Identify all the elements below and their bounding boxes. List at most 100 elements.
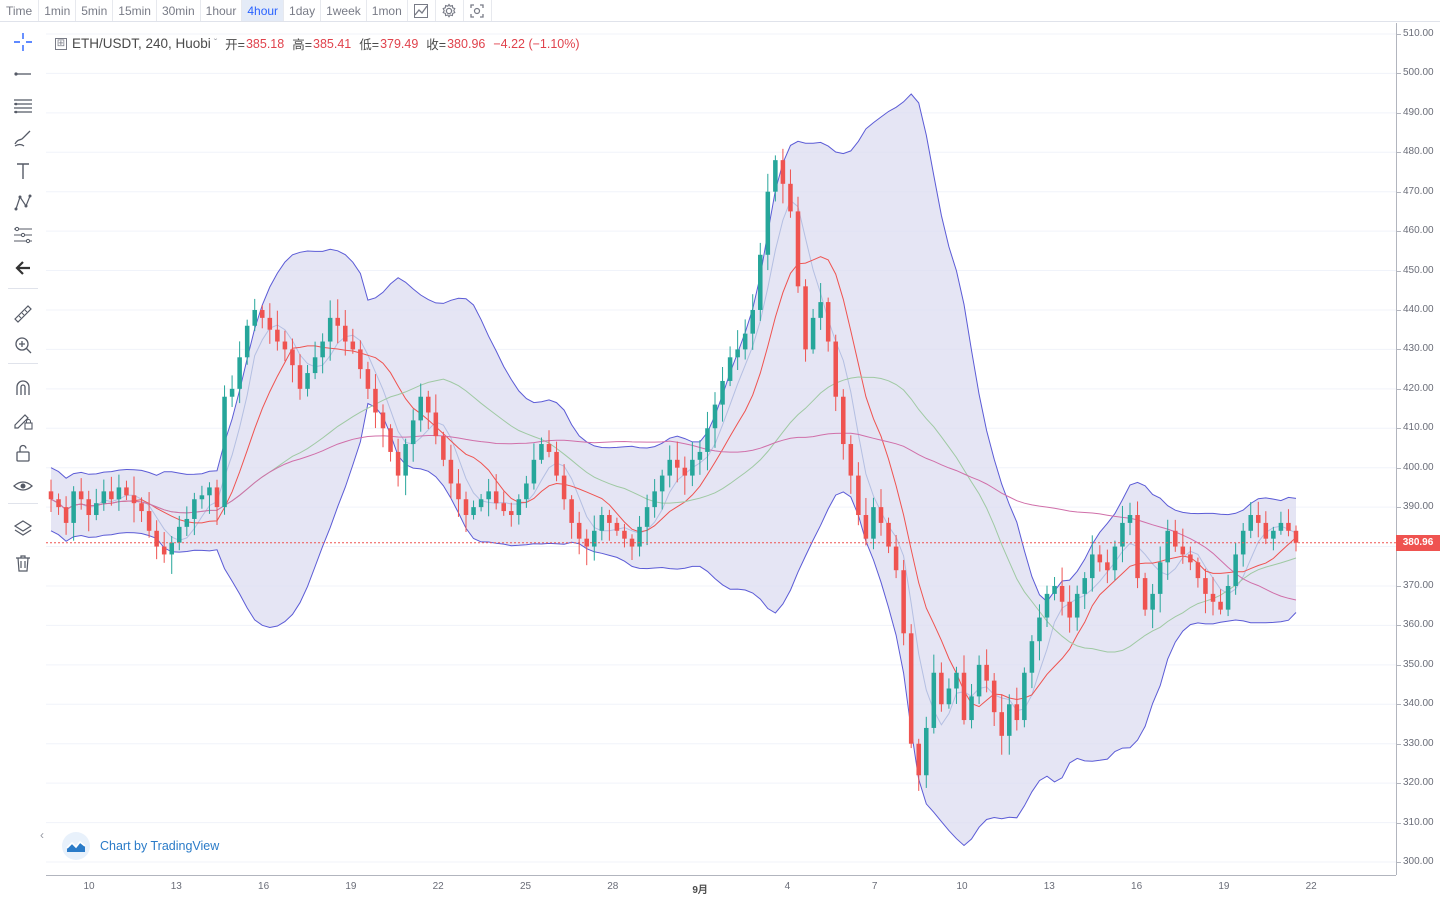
candle-down (1059, 567, 1065, 616)
candle-body (924, 727, 929, 776)
unlock-icon[interactable] (9, 439, 37, 467)
settings-icon[interactable] (436, 0, 464, 21)
candle-body (1188, 554, 1193, 563)
price-tick (1397, 112, 1401, 114)
candle-up (976, 655, 982, 704)
candle-body (1203, 578, 1208, 594)
layers-icon[interactable] (9, 515, 37, 543)
candle-body (1248, 515, 1253, 531)
expand-legend-icon[interactable]: ⊞ (55, 37, 67, 50)
candle-down (426, 390, 431, 429)
candle-up (1127, 502, 1133, 536)
candle-body (848, 444, 854, 476)
candle-down (448, 444, 454, 499)
magnet-icon[interactable] (9, 374, 37, 402)
candle-body (146, 511, 152, 531)
candle-body (712, 404, 718, 429)
interval-1mon[interactable]: 1mon (367, 0, 408, 21)
candle-body (312, 357, 318, 374)
bollinger-lower-line (50, 402, 1297, 847)
candle-body (124, 487, 129, 496)
price-tick (1397, 349, 1401, 351)
tradingview-watermark[interactable]: Chart by TradingView (62, 832, 219, 860)
brush-icon[interactable] (9, 124, 37, 152)
horizontal-lines-icon[interactable] (9, 92, 37, 120)
candle-down (614, 517, 620, 536)
symbol-dropdown-icon[interactable]: ˇ (213, 38, 218, 49)
crosshair-icon[interactable] (9, 28, 37, 56)
candle-up (539, 437, 544, 464)
interval-5min[interactable]: 5min (76, 0, 114, 21)
indicators-icon[interactable] (408, 0, 436, 21)
candle-up (418, 383, 423, 432)
candle-body (1112, 546, 1118, 571)
trash-icon[interactable] (9, 549, 37, 577)
candle-down (622, 523, 627, 548)
price-axis[interactable]: 510.00 500.00 490.00 480.00 470.00 460.00 450.… (1396, 23, 1440, 875)
candlestick-chart-svg[interactable] (46, 23, 1396, 875)
candle-body (335, 317, 340, 326)
screenshot-icon[interactable] (464, 0, 492, 21)
candle-body (131, 495, 137, 504)
zoom-in-icon[interactable] (9, 331, 37, 359)
symbol-label[interactable]: ETH/USDT, 240, Huobi (72, 36, 211, 51)
candle-body (1218, 601, 1223, 610)
candle-down (1173, 519, 1178, 552)
candle-body (856, 475, 861, 516)
eye-icon[interactable] (9, 472, 37, 500)
candle-body (697, 451, 703, 460)
interval-30min[interactable]: 30min (157, 0, 201, 21)
back-arrow-icon[interactable] (9, 254, 37, 282)
candle-body (1263, 522, 1269, 539)
interval-1hour[interactable]: 1hour (201, 0, 243, 21)
price-tick (1397, 743, 1401, 745)
price-chart[interactable] (46, 23, 1396, 875)
candle-up (1120, 505, 1125, 563)
trend-line-icon[interactable] (9, 60, 37, 88)
pattern-icon[interactable] (9, 189, 37, 217)
candle-body (773, 160, 778, 192)
fib-icon[interactable] (9, 221, 37, 249)
candle-body (327, 317, 333, 342)
candle-up (222, 385, 227, 515)
ruler-icon[interactable] (9, 299, 37, 327)
candle-up (531, 443, 537, 490)
candle-body (1037, 617, 1042, 642)
candle-down (682, 456, 688, 495)
interval-1day[interactable]: 1day (284, 0, 322, 21)
candle-up (116, 474, 122, 511)
time-tick-label: 22 (1305, 881, 1317, 892)
candle-up (750, 294, 755, 350)
toolbar-divider (8, 503, 38, 504)
candle-body (493, 491, 499, 504)
candle-down (463, 491, 469, 533)
collapse-toolbar-chevron-icon[interactable]: ‹ (40, 828, 44, 842)
candle-body (554, 451, 559, 476)
candle-body (1105, 562, 1110, 571)
candle-body (1142, 578, 1148, 610)
candle-down (1097, 545, 1103, 572)
candle-body (788, 183, 793, 212)
interval-4hour[interactable]: 4hour (242, 0, 285, 21)
candle-body (509, 511, 514, 516)
lock-pencil-icon[interactable] (9, 406, 37, 434)
candle-down (86, 490, 91, 532)
candle-body (1165, 530, 1170, 563)
candle-up (1225, 574, 1231, 617)
candle-down (916, 738, 921, 791)
tradingview-logo-icon (62, 832, 90, 860)
candle-up (758, 242, 763, 321)
candle-up (252, 298, 257, 332)
time-axis[interactable]: 10 13 16 19 22 25 28 9月 4 7 10 13 16 19 22 (46, 875, 1396, 900)
candle-body (833, 341, 838, 397)
candle-up (524, 475, 529, 508)
text-icon[interactable] (9, 157, 37, 185)
interval-15min[interactable]: 15min (113, 0, 157, 21)
candle-body (214, 487, 220, 508)
interval-1min[interactable]: 1min (39, 0, 77, 21)
price-tick-label: 500.00 (1403, 67, 1434, 79)
interval-time[interactable]: Time (0, 0, 40, 21)
price-tick (1397, 73, 1401, 75)
interval-1week[interactable]: 1week (321, 0, 367, 21)
candle-body (1044, 593, 1050, 618)
